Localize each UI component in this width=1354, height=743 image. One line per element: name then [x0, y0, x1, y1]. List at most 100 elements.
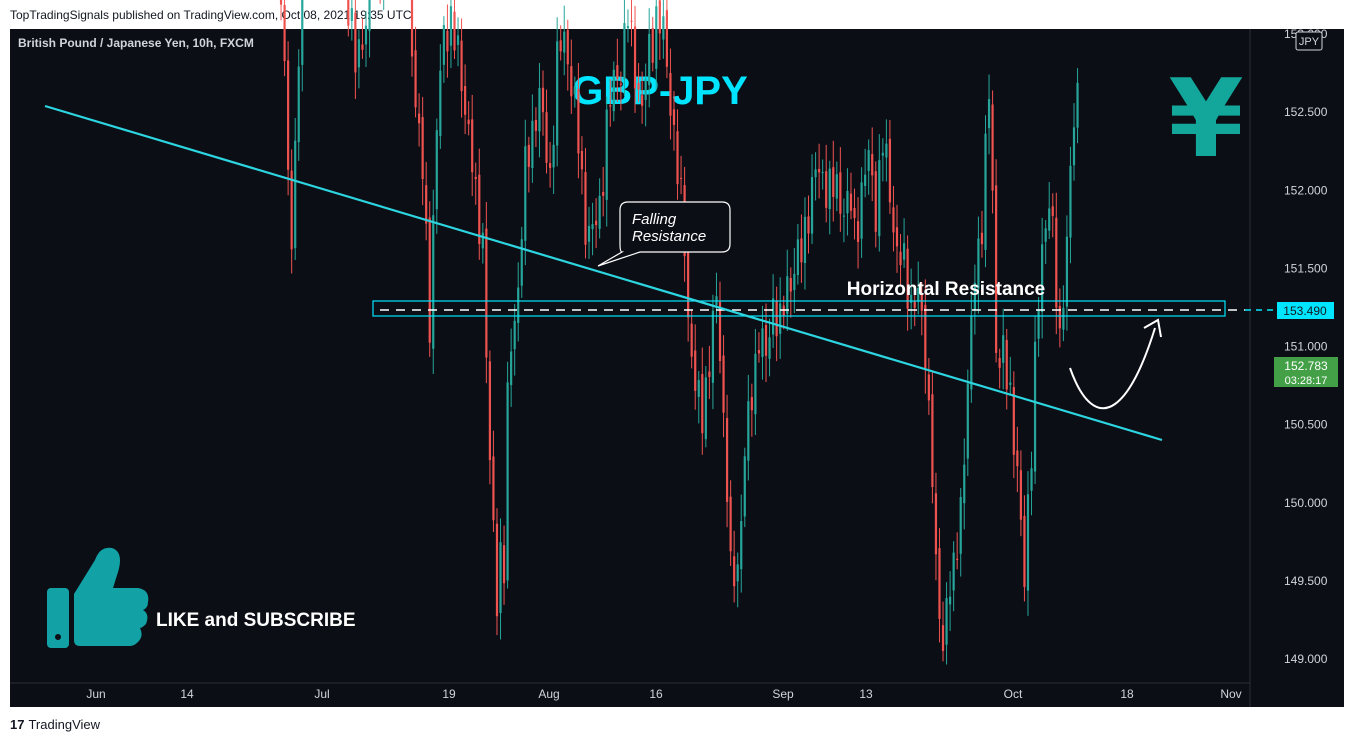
resistance-price-label: 153.490 [1283, 304, 1327, 318]
horizontal-resistance-label: Horizontal Resistance [847, 279, 1046, 300]
candle-up [885, 143, 888, 158]
candle-up [878, 160, 881, 237]
candle-down [998, 358, 1001, 368]
candle-up [952, 552, 955, 591]
candle-down [410, 0, 414, 57]
candle-up [449, 6, 453, 46]
candle-down [665, 10, 668, 67]
candle-up [499, 542, 502, 613]
candle-down [630, 20, 633, 22]
candle-down [832, 167, 835, 197]
candle-up [740, 521, 743, 570]
candle-up [432, 215, 435, 349]
candle-down [541, 87, 545, 113]
candle-up [294, 140, 297, 249]
candle-up [867, 150, 870, 171]
candle-down [495, 523, 499, 617]
candle-down [690, 323, 693, 357]
candle-up [793, 273, 796, 291]
publish-header: TopTradingSignals published on TradingVi… [10, 8, 412, 22]
candle-up [662, 16, 665, 40]
candle-up [881, 152, 884, 156]
candle-down [1023, 515, 1026, 587]
candle-up [761, 328, 764, 357]
candle-up [697, 380, 700, 397]
candle-down [669, 73, 672, 116]
candle-up [538, 88, 541, 132]
candle-up [754, 353, 757, 415]
candle-down [545, 112, 548, 163]
candle-down [502, 545, 506, 584]
candle-down [725, 418, 729, 502]
candle-down [895, 227, 899, 247]
candle-down [672, 109, 676, 125]
y-tick-label: 152.500 [1284, 105, 1328, 119]
candle-up [736, 564, 739, 582]
candle-up [1044, 228, 1047, 242]
y-tick-label: 150.500 [1284, 418, 1328, 432]
candle-down [602, 191, 605, 196]
candle-down [570, 66, 573, 97]
candle-down [534, 120, 538, 131]
candle-up [1076, 82, 1079, 128]
candle-down [651, 27, 654, 63]
x-tick-label: Sep [772, 687, 794, 701]
candle-up [786, 276, 789, 314]
time-axis[interactable]: Jun 14 Jul 19 Aug 16 Sep 13 Oct 18 Nov [86, 687, 1241, 701]
candle-down [679, 177, 683, 179]
candle-down [421, 117, 424, 180]
candle-up [1037, 309, 1040, 339]
candle-down [750, 397, 753, 411]
y-tick-label: 151.500 [1284, 261, 1328, 275]
currency-badge [1295, 31, 1323, 51]
currency-badge-text: JPY [1299, 36, 1320, 48]
candle-up [860, 182, 863, 239]
candle-down [956, 558, 959, 560]
candle-down [418, 113, 421, 124]
bar-countdown-label: 03:28:17 [1285, 375, 1328, 387]
tradingview-footer[interactable]: 17 TradingView [10, 717, 100, 732]
candle-down [825, 171, 828, 208]
candle-up [821, 172, 824, 174]
candle-up [350, 8, 353, 21]
candle-down [633, 26, 637, 89]
y-tick-label: 150.000 [1284, 496, 1328, 510]
candle-up [598, 195, 601, 229]
candle-down [920, 293, 923, 311]
candle-down [941, 625, 945, 651]
candle-down [853, 207, 856, 219]
candle-up [524, 146, 527, 241]
chart-background [10, 29, 1344, 707]
candle-down [471, 119, 474, 173]
candle-down [980, 232, 984, 245]
candle-up [779, 303, 782, 334]
candle-up [435, 130, 438, 210]
candle-up [743, 456, 746, 517]
candle-down [807, 216, 810, 234]
candle-up [973, 282, 976, 310]
candle-down [559, 40, 562, 52]
candle-up [768, 337, 771, 359]
callout-line1: Falling [632, 211, 677, 228]
candle-down [577, 88, 580, 154]
candle-down [722, 355, 725, 413]
candle-down [888, 138, 892, 203]
candle-up [917, 287, 920, 302]
chart-big-title: GBP-JPY [572, 69, 748, 113]
candle-down [290, 170, 293, 250]
candle-up [368, 0, 371, 32]
candle-down [906, 248, 909, 309]
candle-down [701, 374, 704, 434]
candle-up [747, 401, 750, 461]
candle-down [453, 11, 456, 51]
candle-down [729, 496, 732, 552]
candle-down [658, 0, 661, 34]
candle-down [414, 50, 417, 108]
candle-up [1026, 494, 1030, 591]
candle-up [648, 33, 651, 86]
candle-up [456, 35, 460, 45]
price-axis[interactable]: 149.000 149.500 150.000 150.500 151.000 151.5… [1284, 0, 1328, 666]
candle-up [828, 168, 831, 210]
candle-up [1033, 341, 1037, 472]
